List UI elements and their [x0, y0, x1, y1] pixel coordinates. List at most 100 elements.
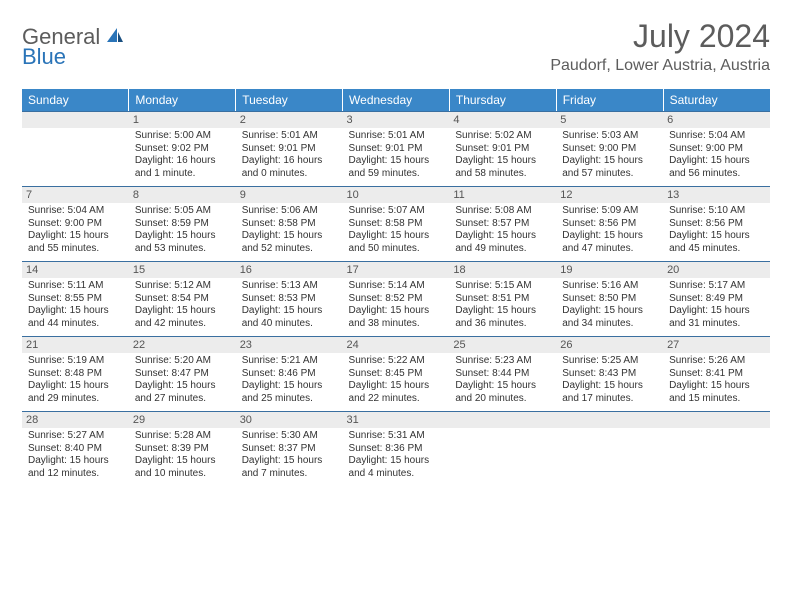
day-number-cell: 5 [556, 112, 663, 129]
daylight-text: Daylight: 15 hours [28, 455, 123, 468]
day-number: 26 [556, 337, 663, 353]
daylight-text: and 1 minute. [135, 168, 230, 181]
day-number: 8 [129, 187, 236, 203]
sunrise-text: Sunrise: 5:19 AM [28, 355, 123, 368]
day-number: 13 [663, 187, 770, 203]
day-cell: Sunrise: 5:10 AMSunset: 8:56 PMDaylight:… [663, 203, 770, 261]
sunset-text: Sunset: 8:41 PM [669, 368, 764, 381]
day-cell [663, 428, 770, 486]
daylight-text: and 42 minutes. [135, 318, 230, 331]
sunset-text: Sunset: 8:56 PM [669, 218, 764, 231]
daylight-text: and 49 minutes. [455, 243, 550, 256]
day-cell: Sunrise: 5:01 AMSunset: 9:01 PMDaylight:… [236, 128, 343, 186]
daylight-text: and 58 minutes. [455, 168, 550, 181]
sunrise-text: Sunrise: 5:12 AM [135, 280, 230, 293]
day-number-cell: 21 [22, 337, 129, 354]
sunset-text: Sunset: 8:37 PM [242, 443, 337, 456]
day-number: 1 [129, 112, 236, 128]
day-number-cell: 9 [236, 187, 343, 204]
daylight-text: Daylight: 15 hours [562, 305, 657, 318]
day-number: 21 [22, 337, 129, 353]
day-number-cell: 26 [556, 337, 663, 354]
day-header-monday: Monday [129, 89, 236, 111]
sunrise-text: Sunrise: 5:15 AM [455, 280, 550, 293]
day-number: 10 [343, 187, 450, 203]
daylight-text: and 52 minutes. [242, 243, 337, 256]
day-cell: Sunrise: 5:17 AMSunset: 8:49 PMDaylight:… [663, 278, 770, 336]
month-title: July 2024 [550, 18, 770, 55]
sunrise-text: Sunrise: 5:17 AM [669, 280, 764, 293]
day-cell: Sunrise: 5:09 AMSunset: 8:56 PMDaylight:… [556, 203, 663, 261]
daylight-text: Daylight: 15 hours [562, 155, 657, 168]
day-number: 16 [236, 262, 343, 278]
day-number-cell: 30 [236, 412, 343, 429]
daylight-text: Daylight: 15 hours [349, 155, 444, 168]
day-number-cell [663, 412, 770, 429]
day-cell [556, 428, 663, 486]
sunrise-text: Sunrise: 5:22 AM [349, 355, 444, 368]
day-cell: Sunrise: 5:26 AMSunset: 8:41 PMDaylight:… [663, 353, 770, 411]
sunrise-text: Sunrise: 5:28 AM [135, 430, 230, 443]
daylight-text: Daylight: 15 hours [135, 380, 230, 393]
daylight-text: Daylight: 16 hours [135, 155, 230, 168]
daylight-text: and 36 minutes. [455, 318, 550, 331]
daylight-text: Daylight: 15 hours [455, 380, 550, 393]
sunrise-text: Sunrise: 5:20 AM [135, 355, 230, 368]
sunrise-text: Sunrise: 5:05 AM [135, 205, 230, 218]
daylight-text: and 56 minutes. [669, 168, 764, 181]
week-row: Sunrise: 5:00 AMSunset: 9:02 PMDaylight:… [22, 128, 770, 186]
daylight-text: Daylight: 15 hours [135, 455, 230, 468]
day-header-row: SundayMondayTuesdayWednesdayThursdayFrid… [22, 89, 770, 111]
day-cell [449, 428, 556, 486]
daylight-text: Daylight: 15 hours [242, 230, 337, 243]
day-number-cell: 19 [556, 262, 663, 279]
day-cell: Sunrise: 5:25 AMSunset: 8:43 PMDaylight:… [556, 353, 663, 411]
daylight-text: Daylight: 15 hours [349, 455, 444, 468]
daylight-text: Daylight: 15 hours [562, 230, 657, 243]
day-number-cell: 12 [556, 187, 663, 204]
daylight-text: and 22 minutes. [349, 393, 444, 406]
sunrise-text: Sunrise: 5:16 AM [562, 280, 657, 293]
location-text: Paudorf, Lower Austria, Austria [550, 57, 770, 75]
day-number-cell: 17 [343, 262, 450, 279]
sunset-text: Sunset: 8:57 PM [455, 218, 550, 231]
sunrise-text: Sunrise: 5:01 AM [349, 130, 444, 143]
sunset-text: Sunset: 8:50 PM [562, 293, 657, 306]
day-number-cell: 28 [22, 412, 129, 429]
day-number-cell: 1 [129, 112, 236, 129]
day-number: 20 [663, 262, 770, 278]
header: General Blue July 2024 Paudorf, Lower Au… [22, 18, 770, 75]
sunset-text: Sunset: 8:58 PM [349, 218, 444, 231]
sunrise-text: Sunrise: 5:09 AM [562, 205, 657, 218]
day-cell: Sunrise: 5:11 AMSunset: 8:55 PMDaylight:… [22, 278, 129, 336]
sunset-text: Sunset: 8:53 PM [242, 293, 337, 306]
daylight-text: and 38 minutes. [349, 318, 444, 331]
daylight-text: Daylight: 15 hours [455, 230, 550, 243]
daylight-text: and 57 minutes. [562, 168, 657, 181]
day-cell: Sunrise: 5:03 AMSunset: 9:00 PMDaylight:… [556, 128, 663, 186]
day-cell: Sunrise: 5:04 AMSunset: 9:00 PMDaylight:… [22, 203, 129, 261]
logo: General Blue [22, 18, 125, 70]
daylight-text: Daylight: 15 hours [669, 380, 764, 393]
day-number: 14 [22, 262, 129, 278]
daylight-text: and 17 minutes. [562, 393, 657, 406]
sunrise-text: Sunrise: 5:26 AM [669, 355, 764, 368]
day-number: 5 [556, 112, 663, 128]
day-cell: Sunrise: 5:16 AMSunset: 8:50 PMDaylight:… [556, 278, 663, 336]
sunrise-text: Sunrise: 5:03 AM [562, 130, 657, 143]
day-number-cell: 3 [343, 112, 450, 129]
sunrise-text: Sunrise: 5:25 AM [562, 355, 657, 368]
daylight-text: and 4 minutes. [349, 468, 444, 481]
sunrise-text: Sunrise: 5:13 AM [242, 280, 337, 293]
day-number-cell: 18 [449, 262, 556, 279]
sunset-text: Sunset: 8:49 PM [669, 293, 764, 306]
daylight-text: and 31 minutes. [669, 318, 764, 331]
day-number-cell: 8 [129, 187, 236, 204]
day-number: 15 [129, 262, 236, 278]
sunrise-text: Sunrise: 5:14 AM [349, 280, 444, 293]
day-header-sunday: Sunday [22, 89, 129, 111]
sunset-text: Sunset: 8:59 PM [135, 218, 230, 231]
sunset-text: Sunset: 8:40 PM [28, 443, 123, 456]
daylight-text: and 29 minutes. [28, 393, 123, 406]
day-cell: Sunrise: 5:12 AMSunset: 8:54 PMDaylight:… [129, 278, 236, 336]
